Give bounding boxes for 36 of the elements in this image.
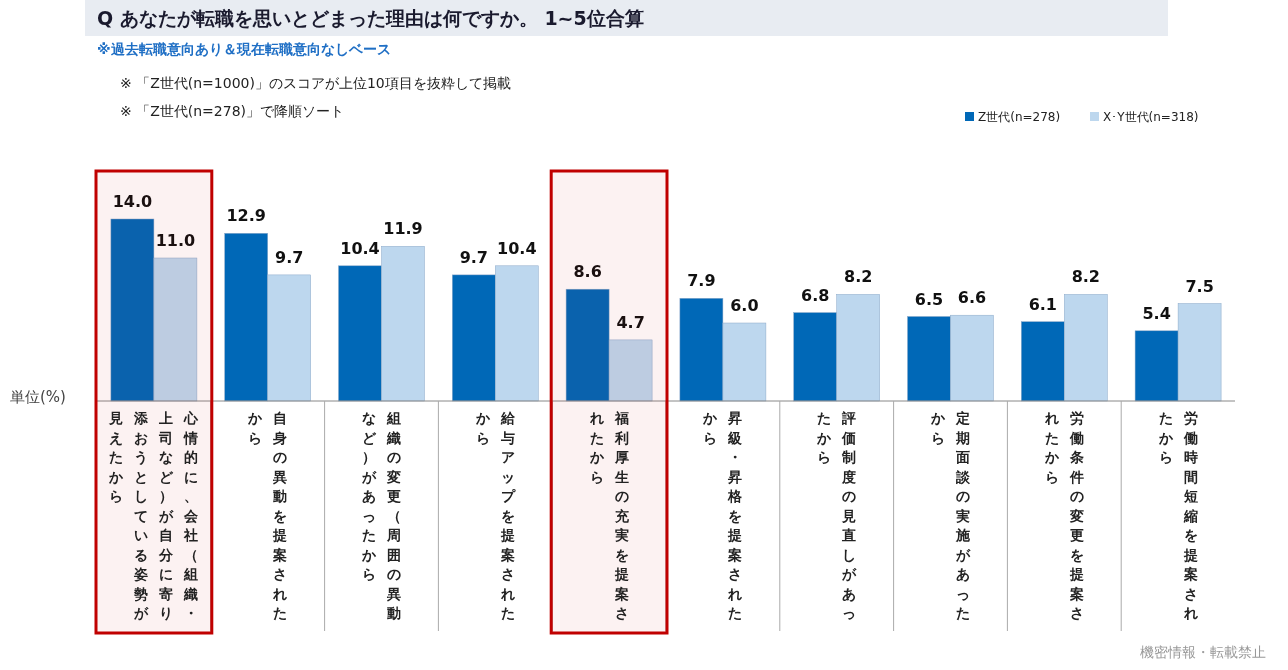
category-label: 評価制度の見直しがあったから	[817, 410, 857, 621]
text: ※ 「Z世代(n=278)」で降順ソート	[120, 103, 345, 121]
data-label: 6.0	[730, 296, 759, 315]
text: ※ 「Z世代(n=1000)」のスコアが上位10項目を抜粋して掲載	[120, 75, 511, 93]
y-axis-title: 単位(%)	[10, 388, 66, 407]
category-label: 心情的に、会社（組織・上司など）が自分に寄り添おうとしている姿勢が見えたから	[109, 410, 199, 621]
data-label: 6.5	[914, 289, 944, 309]
data-label: 11.9	[383, 219, 423, 239]
category-label: 組織の変更（周囲の異動など）があったから	[362, 410, 401, 621]
data-label: 11.0	[155, 231, 196, 250]
data-label: 5.4	[1142, 303, 1171, 323]
category-label: 自身の異動を提案されたから	[248, 410, 288, 621]
text: 機密情報・転載禁止	[1140, 644, 1266, 662]
category-label: 労働条件の変更を提案されたから	[1044, 410, 1084, 621]
data-label: 9.7	[275, 247, 304, 267]
category-label: 昇級・昇格を提案されたから	[703, 410, 743, 621]
data-label: 10.4	[497, 238, 537, 258]
data-label: 6.8	[801, 285, 830, 305]
data-label: 8.6	[573, 262, 602, 282]
data-label: 7.5	[1185, 276, 1214, 296]
data-label: 9.7	[459, 247, 488, 267]
category-label: 定期面談の実施があったから	[931, 410, 970, 621]
category-label: 労働時間短縮を提案されたから	[1158, 410, 1198, 621]
data-label: 4.7	[616, 312, 645, 332]
data-label: 6.1	[1028, 294, 1057, 314]
data-label: 8.2	[844, 267, 873, 287]
data-label: 8.2	[1071, 267, 1100, 287]
category-label: 福利厚生の充実を提案されたから	[589, 410, 629, 621]
data-label: 12.9	[226, 206, 266, 226]
data-label: 6.6	[957, 288, 987, 308]
data-label: 14.0	[112, 192, 153, 211]
chart-title: Q あなたが転職を思いとどまった理由は何ですか。 1~5位合算	[97, 6, 644, 31]
chart-subtitle: ※過去転職意向あり＆現在転職意向なしベース	[97, 41, 391, 59]
category-label: 給与アップを提案されたから	[475, 410, 515, 621]
data-label: 10.4	[340, 238, 380, 258]
data-label: 7.9	[687, 271, 716, 291]
